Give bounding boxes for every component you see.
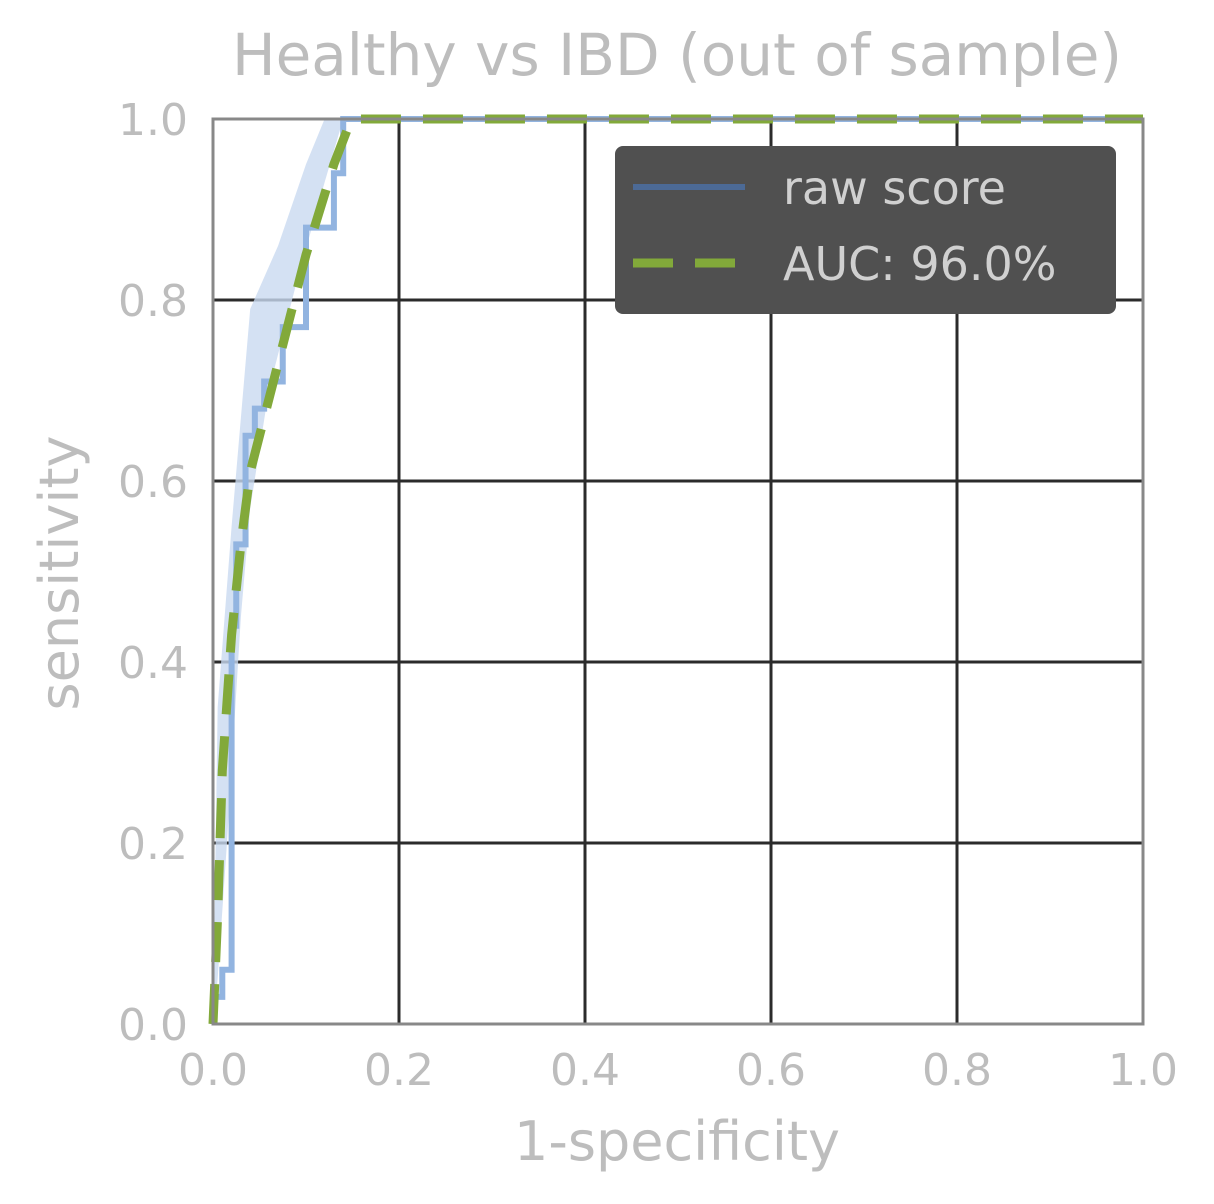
- x-axis-label: 1-specificity: [514, 1110, 840, 1173]
- chart-title: Healthy vs IBD (out of sample): [232, 21, 1122, 89]
- y-tick-label: 0.6: [118, 457, 188, 508]
- y-tick-label: 0.8: [118, 276, 188, 327]
- x-tick-labels: 0.0 0.2 0.4 0.6 0.8 1.0: [178, 1045, 1178, 1096]
- x-tick-label: 0.0: [178, 1045, 248, 1096]
- y-tick-label: 0.2: [118, 819, 188, 870]
- y-tick-label: 0.0: [118, 1000, 188, 1051]
- legend-label-raw-score: raw score: [783, 161, 1006, 215]
- y-tick-label: 0.4: [118, 638, 188, 689]
- x-tick-label: 1.0: [1108, 1045, 1178, 1096]
- x-tick-label: 0.4: [550, 1045, 620, 1096]
- y-tick-labels: 0.0 0.2 0.4 0.6 0.8 1.0: [118, 95, 188, 1051]
- x-tick-label: 0.6: [736, 1045, 806, 1096]
- y-tick-label: 1.0: [118, 95, 188, 146]
- plot-frame: [211, 117, 1145, 1026]
- series-lines: [208, 114, 1143, 1025]
- x-tick-label: 0.2: [364, 1045, 434, 1096]
- legend: raw score AUC: 96.0%: [615, 146, 1116, 314]
- raw-score-line: [210, 116, 1143, 1024]
- y-axis-label: sensitivity: [28, 436, 91, 711]
- x-tick-label: 0.8: [922, 1045, 992, 1096]
- legend-label-auc: AUC: 96.0%: [783, 237, 1057, 291]
- auc-line: [208, 114, 1143, 1025]
